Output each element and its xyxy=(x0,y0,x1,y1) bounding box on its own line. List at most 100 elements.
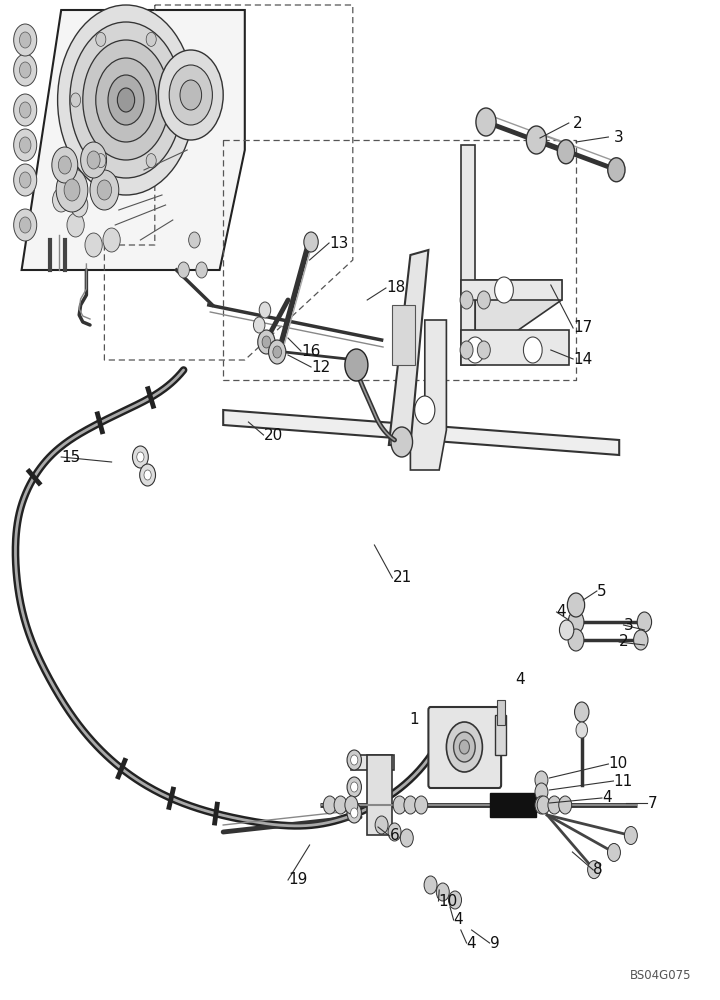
Circle shape xyxy=(393,796,406,814)
Circle shape xyxy=(140,464,156,486)
Circle shape xyxy=(97,180,112,200)
Circle shape xyxy=(576,722,588,738)
Circle shape xyxy=(56,168,88,212)
Circle shape xyxy=(388,823,401,841)
Circle shape xyxy=(634,630,648,650)
Circle shape xyxy=(189,232,200,248)
Circle shape xyxy=(400,829,413,847)
Circle shape xyxy=(253,317,265,333)
Circle shape xyxy=(117,88,135,112)
Circle shape xyxy=(169,65,212,125)
Bar xyxy=(490,793,536,817)
Circle shape xyxy=(262,336,271,348)
Circle shape xyxy=(375,816,388,834)
Circle shape xyxy=(14,164,37,196)
Circle shape xyxy=(158,50,223,140)
Text: 2: 2 xyxy=(619,635,629,650)
Circle shape xyxy=(71,193,88,217)
Circle shape xyxy=(567,593,585,617)
Text: 14: 14 xyxy=(573,352,593,366)
Circle shape xyxy=(67,213,84,237)
Circle shape xyxy=(477,341,490,359)
Circle shape xyxy=(196,262,207,278)
Circle shape xyxy=(548,796,561,814)
Circle shape xyxy=(526,126,546,154)
Circle shape xyxy=(415,796,428,814)
Polygon shape xyxy=(389,250,428,445)
Circle shape xyxy=(171,93,181,107)
Circle shape xyxy=(132,446,148,468)
Polygon shape xyxy=(461,280,562,300)
Polygon shape xyxy=(410,320,446,470)
Circle shape xyxy=(347,777,361,797)
Text: 4: 4 xyxy=(516,672,525,688)
Circle shape xyxy=(19,137,31,153)
Circle shape xyxy=(19,217,31,233)
Circle shape xyxy=(459,740,469,754)
Circle shape xyxy=(568,629,584,651)
Circle shape xyxy=(96,154,106,168)
Circle shape xyxy=(146,32,156,46)
Circle shape xyxy=(535,771,548,789)
Text: 6: 6 xyxy=(390,828,400,844)
Circle shape xyxy=(351,808,358,818)
Circle shape xyxy=(535,796,548,814)
Circle shape xyxy=(559,796,572,814)
Polygon shape xyxy=(351,755,394,770)
Polygon shape xyxy=(475,280,562,360)
Text: 20: 20 xyxy=(264,428,283,442)
Circle shape xyxy=(523,337,542,363)
Text: 4: 4 xyxy=(557,604,566,619)
Circle shape xyxy=(19,62,31,78)
Text: 9: 9 xyxy=(490,936,500,950)
Circle shape xyxy=(345,796,358,814)
Text: 19: 19 xyxy=(288,872,307,888)
Circle shape xyxy=(180,80,202,110)
FancyBboxPatch shape xyxy=(428,707,501,788)
Text: 2: 2 xyxy=(572,115,582,130)
Circle shape xyxy=(304,232,318,252)
Text: 17: 17 xyxy=(573,320,593,336)
Circle shape xyxy=(87,151,100,169)
Circle shape xyxy=(415,396,435,424)
Text: 4: 4 xyxy=(602,790,611,806)
Text: 1: 1 xyxy=(409,712,418,728)
Circle shape xyxy=(460,341,473,359)
Circle shape xyxy=(137,452,144,462)
Bar xyxy=(497,700,505,725)
Circle shape xyxy=(345,349,368,381)
Text: 8: 8 xyxy=(593,862,603,878)
Text: 10: 10 xyxy=(608,756,628,772)
Circle shape xyxy=(608,158,625,182)
Circle shape xyxy=(58,5,194,195)
Circle shape xyxy=(108,75,144,125)
Circle shape xyxy=(14,24,37,56)
Circle shape xyxy=(477,291,490,309)
Circle shape xyxy=(637,612,652,632)
Circle shape xyxy=(460,291,473,309)
Circle shape xyxy=(273,346,282,358)
Circle shape xyxy=(449,891,462,909)
Circle shape xyxy=(178,262,189,278)
Bar xyxy=(392,305,415,365)
Circle shape xyxy=(391,427,413,457)
Circle shape xyxy=(557,140,575,164)
Circle shape xyxy=(351,755,358,765)
Text: 11: 11 xyxy=(613,774,633,788)
Circle shape xyxy=(90,170,119,210)
Circle shape xyxy=(537,796,550,814)
Circle shape xyxy=(466,337,485,363)
Circle shape xyxy=(568,611,584,633)
Polygon shape xyxy=(461,145,475,365)
Circle shape xyxy=(14,54,37,86)
Circle shape xyxy=(446,722,482,772)
Text: 4: 4 xyxy=(454,912,463,928)
Circle shape xyxy=(608,843,621,861)
Circle shape xyxy=(424,876,437,894)
Circle shape xyxy=(259,302,271,318)
Circle shape xyxy=(14,94,37,126)
Text: 18: 18 xyxy=(386,280,405,296)
Polygon shape xyxy=(461,330,569,365)
Circle shape xyxy=(85,233,102,257)
Circle shape xyxy=(144,470,151,480)
